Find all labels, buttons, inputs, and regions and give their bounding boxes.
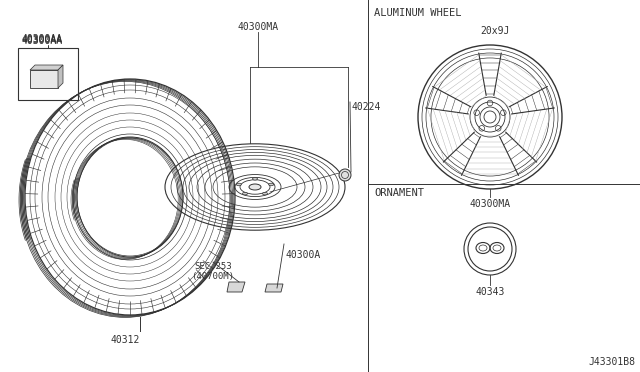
Text: 40312: 40312 xyxy=(110,335,140,345)
Text: 40300AA: 40300AA xyxy=(21,34,62,44)
Bar xyxy=(18,48,78,100)
Bar xyxy=(30,70,58,88)
Polygon shape xyxy=(265,284,283,292)
Text: J43301B8: J43301B8 xyxy=(588,357,635,367)
Text: ALUMINUM WHEEL: ALUMINUM WHEEL xyxy=(374,8,461,18)
Ellipse shape xyxy=(253,177,257,180)
Text: ORNAMENT: ORNAMENT xyxy=(374,188,424,198)
Ellipse shape xyxy=(249,184,261,190)
Ellipse shape xyxy=(236,183,241,186)
Ellipse shape xyxy=(243,192,248,195)
Text: 40300MA: 40300MA xyxy=(237,22,278,32)
Text: 20x9J: 20x9J xyxy=(480,26,509,36)
Ellipse shape xyxy=(269,183,274,186)
Polygon shape xyxy=(58,65,63,88)
Text: 40343: 40343 xyxy=(476,287,505,297)
Text: 40300AA: 40300AA xyxy=(21,36,62,46)
Text: 40300MA: 40300MA xyxy=(469,199,511,209)
Text: SEC.253
(40700M): SEC.253 (40700M) xyxy=(191,262,234,281)
Polygon shape xyxy=(227,282,245,292)
Text: 40300A: 40300A xyxy=(285,250,320,260)
Ellipse shape xyxy=(262,192,268,195)
Text: 40300AA: 40300AA xyxy=(21,35,62,45)
Text: 40224: 40224 xyxy=(352,102,381,112)
Circle shape xyxy=(339,169,351,181)
Polygon shape xyxy=(30,65,63,70)
